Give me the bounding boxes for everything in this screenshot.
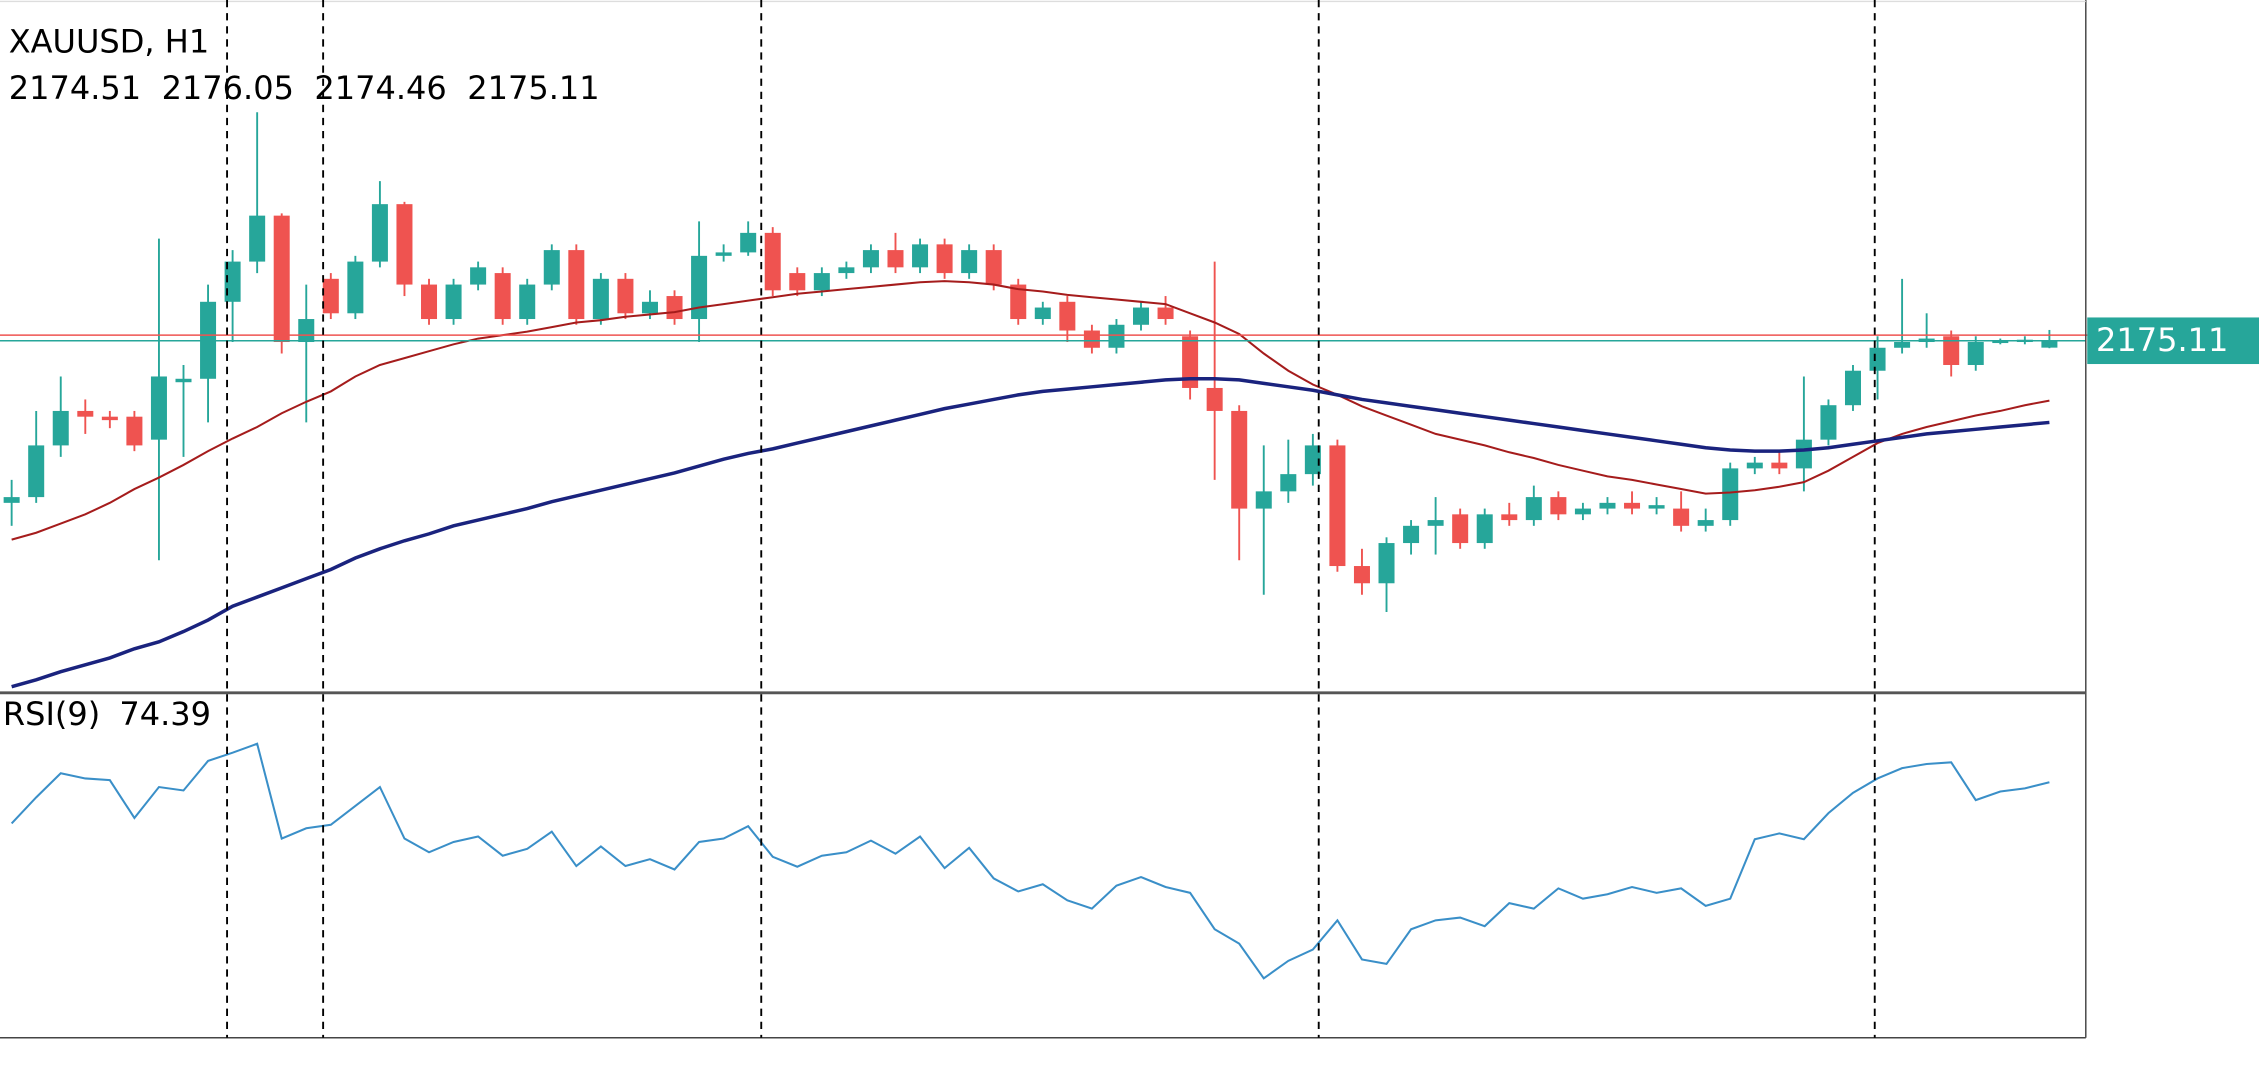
candle-body <box>1132 307 1150 325</box>
candle-body <box>126 416 143 446</box>
candle-body <box>1722 468 1739 521</box>
candle-body <box>1353 566 1370 584</box>
candle-body <box>862 250 879 268</box>
candle-body <box>298 319 315 343</box>
candle-body <box>224 261 241 302</box>
candle-body <box>1844 370 1861 406</box>
candle-body <box>421 284 438 320</box>
candle-body <box>322 278 339 314</box>
frame <box>0 0 2087 1039</box>
candle-body <box>1673 508 1690 526</box>
candle-body <box>1624 502 1641 509</box>
candle-body <box>347 261 364 314</box>
moving-average <box>11 280 2050 541</box>
candle-body <box>1280 474 1297 492</box>
candle-body <box>1010 284 1027 320</box>
candle-body <box>961 250 978 274</box>
candle-body <box>641 301 658 314</box>
candle-body <box>1820 405 1837 440</box>
marks <box>0 112 2259 980</box>
candle-body <box>28 445 45 498</box>
candle-body <box>77 410 94 417</box>
candle-body <box>445 284 462 320</box>
candle-body <box>764 232 781 291</box>
candle-body <box>1550 497 1567 515</box>
ohlc-low: 2174.46 <box>314 69 446 107</box>
candle-body <box>1943 336 1960 365</box>
candle-body <box>1967 342 1984 365</box>
candle-body <box>52 410 69 446</box>
candle-body <box>568 250 585 320</box>
candle-body <box>617 278 634 314</box>
candle-body <box>519 284 536 320</box>
candle-body <box>1157 307 1174 320</box>
labels: XAUUSD, H1 2174.51 2176.05 2174.46 2175.… <box>3 23 2228 733</box>
candle-body <box>1869 347 1886 371</box>
candle-body <box>740 232 757 253</box>
candle-body <box>912 244 929 268</box>
candle-body <box>1525 497 1542 521</box>
candle-body <box>1452 514 1469 544</box>
candle-body <box>813 273 830 291</box>
price-tag-label: 2175.11 <box>2096 321 2228 359</box>
ohlc-high: 2176.05 <box>162 69 294 107</box>
candle-body <box>691 255 708 320</box>
candle-body <box>1182 336 1199 388</box>
candle-body <box>936 244 953 274</box>
candle-body <box>1894 342 1911 348</box>
candle-body <box>150 376 167 440</box>
candle-body <box>249 215 266 262</box>
candle-body <box>715 252 732 256</box>
candle-body <box>1329 445 1346 567</box>
candle-body <box>1427 520 1444 526</box>
rsi-title: RSI(9) <box>3 695 100 733</box>
candle-body <box>543 250 560 285</box>
candle-body <box>1304 445 1321 475</box>
candle-body <box>1501 514 1518 521</box>
candle-body <box>101 416 118 421</box>
candle-body <box>1599 502 1616 509</box>
candle-body <box>1231 410 1248 509</box>
candle-body <box>1255 491 1272 509</box>
candle-body <box>1378 543 1395 584</box>
candle-body <box>985 250 1002 285</box>
candle-body <box>2041 340 2058 348</box>
moving-average <box>11 377 2050 689</box>
candle-body <box>887 250 904 268</box>
candle-body <box>371 204 388 262</box>
candle-body <box>838 267 855 274</box>
rsi-line <box>10 742 2050 980</box>
candle-body <box>1476 514 1493 544</box>
candle-body <box>1992 340 2009 344</box>
candle-body <box>273 215 290 343</box>
chart-title: XAUUSD, H1 <box>9 23 209 61</box>
candle-body <box>1771 462 1788 469</box>
candle-body <box>3 497 20 503</box>
candle-body <box>789 273 806 291</box>
ohlc-close: 2175.11 <box>467 69 599 107</box>
candle-body <box>175 378 192 383</box>
candle-body <box>1034 307 1051 320</box>
candle-body <box>494 273 511 320</box>
candle-body <box>1206 387 1223 411</box>
candle-body <box>1059 301 1076 331</box>
candle-body <box>1574 508 1591 515</box>
candle-body <box>1648 505 1665 509</box>
rsi-value: 74.39 <box>119 695 211 733</box>
candle-body <box>396 204 413 285</box>
candle-body <box>1746 462 1763 469</box>
candle-body <box>1403 525 1420 544</box>
candle-body <box>1697 520 1714 526</box>
candle-body <box>1083 330 1100 348</box>
candle-body <box>666 296 683 320</box>
candle-body <box>1795 439 1812 469</box>
ohlc-open: 2174.51 <box>9 69 141 107</box>
candle-body <box>470 267 487 285</box>
price-tag <box>2087 317 2259 365</box>
candle-body <box>1108 324 1125 348</box>
candle-body <box>592 278 609 320</box>
